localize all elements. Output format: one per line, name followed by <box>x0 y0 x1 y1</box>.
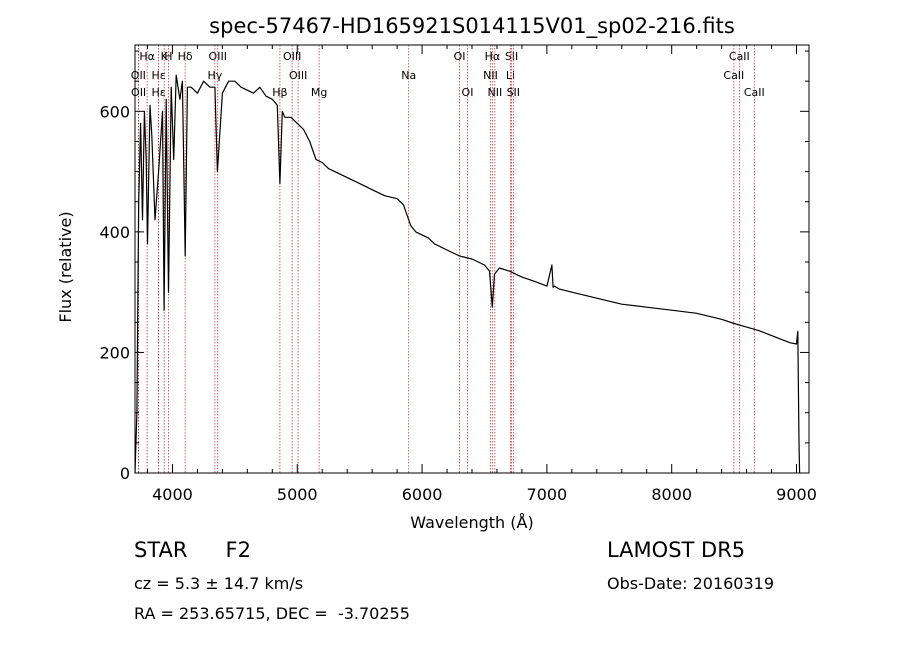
marker-label-18: OII <box>131 86 146 99</box>
marker-label-0: Hα <box>139 50 155 63</box>
spectral-line-markers: Hα KH Hδ OIII OIII OI Hα SII CaII OII Hε Hγ OIII Na NI… <box>131 45 765 473</box>
x-tick-label-5: 9000 <box>776 485 817 504</box>
marker-label-2: H <box>164 50 172 63</box>
marker-label-5: OIII <box>283 50 301 63</box>
x-tick-label-1: 5000 <box>277 485 318 504</box>
object-class-line: STAR F2 <box>134 538 251 562</box>
marker-label-8: SII <box>505 50 518 63</box>
x-tick-label-3: 7000 <box>527 485 568 504</box>
y-tick-label-2: 400 <box>99 223 130 242</box>
x-axis-label: Wavelength (Å) <box>410 513 533 532</box>
marker-label-3: Hδ <box>178 50 193 63</box>
marker-label-12: Hγ <box>207 69 222 82</box>
marker-label-16: Li <box>506 69 515 82</box>
y-axis-label: Flux (relative) <box>56 211 75 322</box>
marker-label-25: CaII <box>744 86 765 99</box>
x-tick-label-2: 6000 <box>402 485 443 504</box>
marker-label-7: Hα <box>485 50 501 63</box>
marker-label-15: NII <box>483 69 498 82</box>
observation-date: Obs-Date: 20160319 <box>607 574 775 593</box>
marker-label-14: Na <box>401 69 416 82</box>
marker-label-21: Mg <box>311 86 327 99</box>
y-tick-label-1: 200 <box>99 343 130 362</box>
y-tick-label-0: 0 <box>120 464 130 483</box>
redshift-cz: cz = 5.3 ± 14.7 km/s <box>134 574 304 593</box>
chart-title: spec-57467-HD165921S014115V01_sp02-216.f… <box>209 14 735 39</box>
x-tick-label-4: 8000 <box>651 485 692 504</box>
x-tick-label-0: 4000 <box>152 485 193 504</box>
object-subclass: F2 <box>225 538 251 562</box>
ra-dec-coordinates: RA = 253.65715, DEC = -3.70255 <box>134 604 410 623</box>
marker-label-1: K <box>161 50 169 63</box>
marker-label-22: OI <box>462 86 474 99</box>
marker-label-9: CaII <box>729 50 750 63</box>
marker-label-6: OI <box>454 50 466 63</box>
axis-ticks: 4000 5000 6000 7000 8000 9000 0 200 400 600 <box>99 45 817 504</box>
marker-label-17: CaII <box>723 69 744 82</box>
marker-label-19: Hε <box>151 86 165 99</box>
marker-label-20: Hβ <box>272 86 287 99</box>
marker-label-4: OIII <box>209 50 227 63</box>
survey-name: LAMOST DR5 <box>607 538 746 562</box>
y-tick-label-3: 600 <box>99 102 130 121</box>
marker-label-24: SII <box>507 86 520 99</box>
spectrum-line-0 <box>134 74 801 474</box>
spectrum-trace <box>134 74 801 474</box>
marker-label-23: NII <box>487 86 502 99</box>
marker-label-13: OIII <box>289 69 307 82</box>
object-class: STAR <box>134 538 188 562</box>
